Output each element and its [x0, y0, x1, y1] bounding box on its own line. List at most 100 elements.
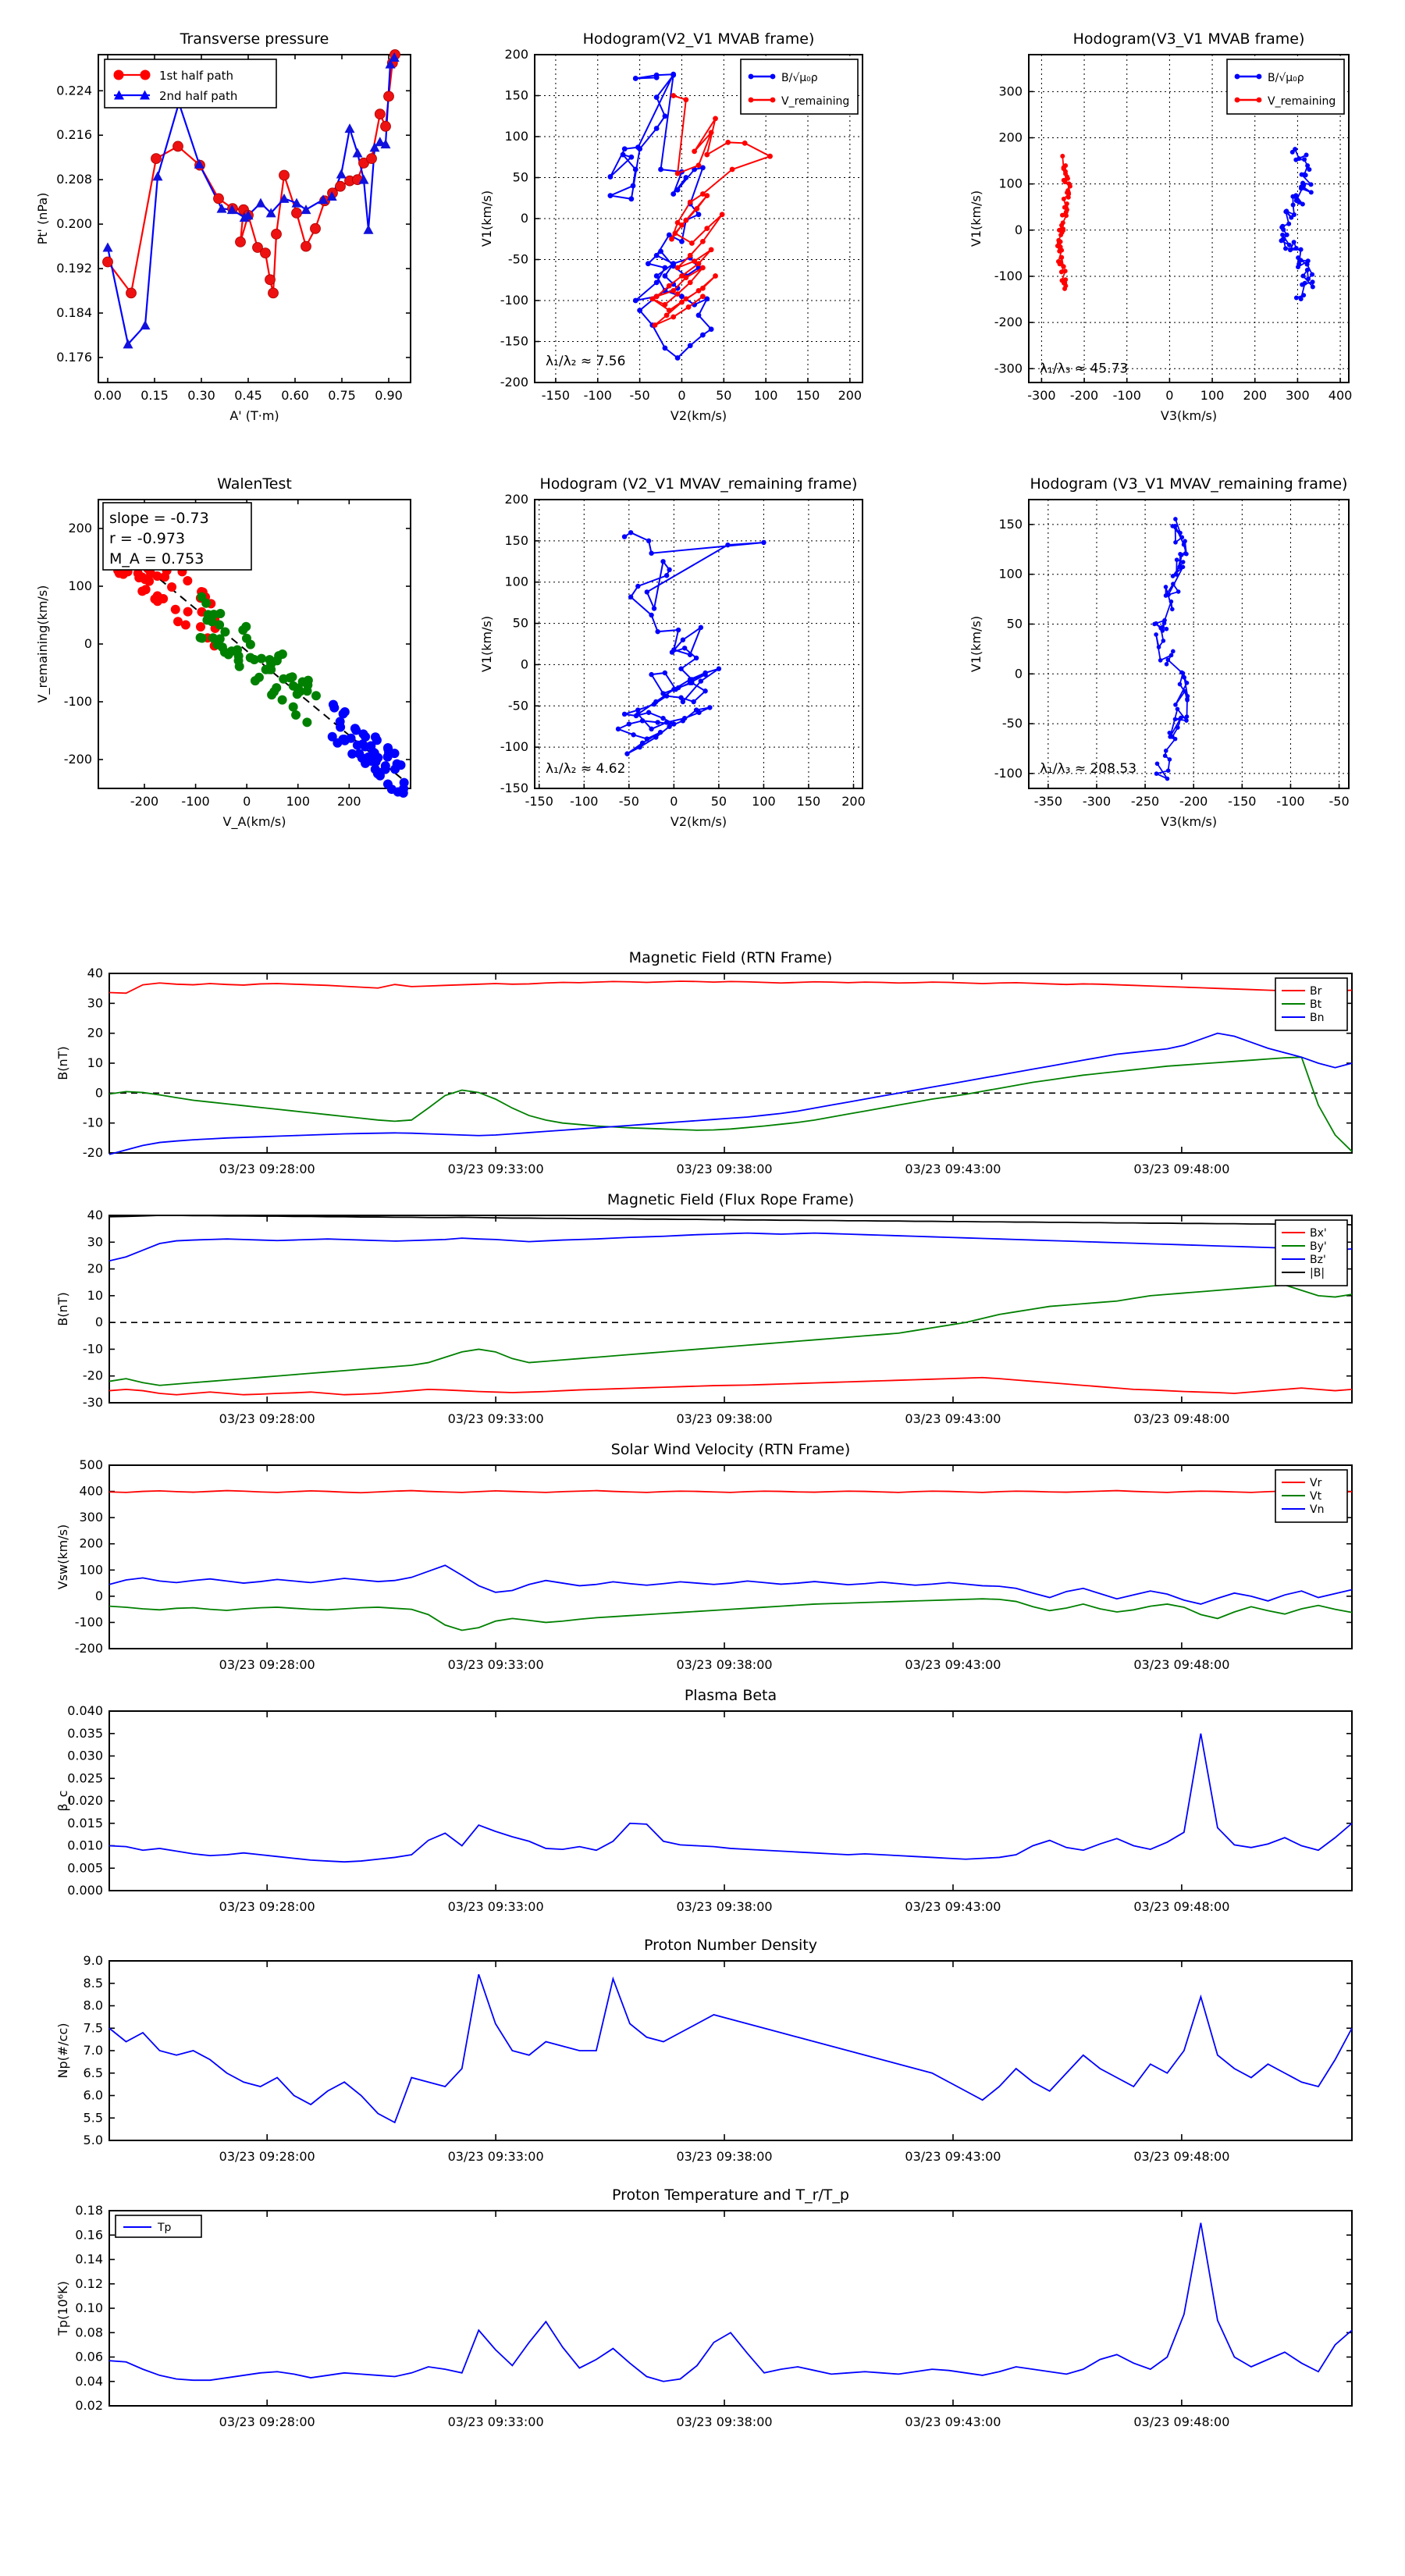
x-tick-label: 0.60: [281, 388, 309, 403]
data-point: [252, 242, 263, 253]
y-tick-label: -150: [500, 781, 528, 795]
x-tick-label: 03/23 09:48:00: [1133, 2149, 1229, 2164]
y-tick-label: 40: [87, 966, 103, 980]
panel-title: Hodogram(V3_V1 MVAB frame): [1073, 30, 1305, 48]
scatter-group-blue: [327, 699, 409, 798]
y-tick-label: -200: [500, 375, 528, 390]
data-point: [318, 194, 329, 205]
data-point: [380, 120, 391, 132]
data-point: [375, 137, 386, 147]
x-tick-label: 03/23 09:48:00: [1133, 1411, 1229, 1426]
y-tick-label: 0.02: [75, 2398, 103, 2413]
y-axis-label: Pt' (nPa): [35, 193, 50, 245]
x-tick-label: 03/23 09:38:00: [677, 2149, 773, 2164]
data-point: [268, 287, 279, 299]
x-tick-label: 100: [754, 388, 778, 403]
series-alfven-velocity: [607, 72, 713, 359]
data-point: [123, 339, 133, 349]
legend-label: Bx': [1310, 1227, 1327, 1240]
data-point: [151, 153, 162, 165]
data-point: [279, 193, 290, 203]
x-tick-label: 03/23 09:48:00: [1133, 1162, 1229, 1176]
y-tick-label: 200: [68, 521, 92, 535]
stat-slope: slope = -0.73: [109, 510, 209, 527]
data-point: [385, 59, 396, 69]
x-tick-label: 100: [752, 794, 776, 809]
x-axis-label: V3(km/s): [1161, 814, 1217, 829]
y-tick-label: -150: [500, 334, 528, 349]
x-tick-label: 03/23 09:28:00: [219, 1657, 315, 1672]
y-tick-label: 0.224: [56, 83, 92, 98]
data-point: [301, 205, 311, 215]
y-tick-label: 30: [87, 995, 103, 1010]
data-point: [291, 197, 302, 208]
y-tick-label: 0.184: [56, 305, 92, 320]
y-tick-label: -20: [83, 1368, 103, 1383]
panel-title: Plasma Beta: [685, 1687, 777, 1704]
x-tick-label: -300: [1027, 388, 1055, 403]
x-tick-label: 03/23 09:43:00: [905, 1657, 1001, 1672]
x-axis-label: V_A(km/s): [223, 814, 286, 830]
y-tick-label: 0.14: [75, 2252, 103, 2267]
y-tick-label: 0: [521, 656, 528, 671]
data-point: [369, 142, 380, 152]
y-tick-label: -50: [1002, 716, 1023, 731]
x-tick-label: 03/23 09:38:00: [677, 1162, 773, 1176]
x-tick-label: -50: [630, 388, 650, 403]
x-tick-label: 50: [711, 794, 727, 809]
panel-hodogram-v3v1-mvab: Hodogram(V3_V1 MVAB frame) -300 -200 -100 0 1…: [937, 6, 1389, 443]
data-point: [310, 222, 321, 234]
x-tick-label: 0.30: [187, 388, 215, 403]
eigenvalue-ratio-annotation: λ₁/λ₂ ≈ 7.56: [546, 354, 625, 369]
data-point: [366, 153, 377, 165]
y-axis-label: Vsw(km/s): [55, 1525, 70, 1589]
x-tick-label: 03/23 09:38:00: [677, 2414, 773, 2429]
x-tick-label: 03/23 09:33:00: [448, 2414, 544, 2429]
y-tick-label: 0.025: [67, 1770, 103, 1785]
panel-proton-number-density: Proton Number Density 5.0 5.5 6.0 6.5 7.0 7.5 8…: [47, 1928, 1366, 2164]
x-tick-label: 300: [1286, 388, 1310, 403]
y-tick-label: 0: [1015, 222, 1023, 237]
y-tick-label: 8.5: [84, 1976, 103, 1991]
y-tick-label: 100: [998, 176, 1023, 191]
y-tick-label: -100: [500, 739, 528, 754]
x-tick-label: 150: [797, 794, 821, 809]
x-tick-label: -100: [181, 794, 209, 809]
y-tick-label: 0: [84, 636, 92, 651]
series-beta: [108, 1733, 1353, 1863]
y-tick-label: 50: [513, 616, 528, 631]
y-tick-label: 0.035: [67, 1726, 103, 1741]
stat-alfven-mach: M_A = 0.753: [109, 550, 204, 568]
y-tick-label: 100: [504, 575, 528, 589]
x-tick-label: -200: [1070, 388, 1098, 403]
data-point: [126, 287, 137, 299]
series-vr: [108, 1489, 1353, 1494]
panel-title: Hodogram(V2_V1 MVAB frame): [583, 30, 815, 48]
legend-box: [1226, 59, 1345, 115]
y-tick-label: 100: [68, 578, 92, 593]
legend-box: [1275, 1219, 1348, 1286]
data-point: [279, 169, 290, 181]
data-point: [102, 256, 113, 268]
x-tick-label: 03/23 09:48:00: [1133, 1657, 1229, 1672]
y-axis-label: V1(km/s): [969, 616, 984, 672]
y-tick-label: 100: [504, 129, 528, 144]
legend-label: |B|: [1310, 1267, 1325, 1279]
y-tick-label: 0.000: [67, 1883, 103, 1898]
series-vt: [108, 1598, 1353, 1631]
series-np: [108, 1973, 1353, 2124]
y-tick-label: -200: [64, 752, 92, 767]
y-tick-label: 20: [87, 1261, 103, 1276]
x-tick-label: 200: [337, 794, 361, 809]
series-b: [108, 1215, 1353, 1226]
data-point: [243, 210, 254, 220]
y-tick-label: 0.10: [75, 2300, 103, 2315]
panel-title: Transverse pressure: [180, 30, 329, 48]
y-tick-label: 0.208: [56, 172, 92, 187]
y-axis-label: Tp(10⁶K): [55, 2281, 70, 2336]
y-tick-label: 0.040: [67, 1703, 103, 1718]
y-tick-label: 8.0: [84, 1998, 103, 2013]
data-point: [358, 174, 369, 184]
x-tick-label: 0: [1165, 388, 1173, 403]
